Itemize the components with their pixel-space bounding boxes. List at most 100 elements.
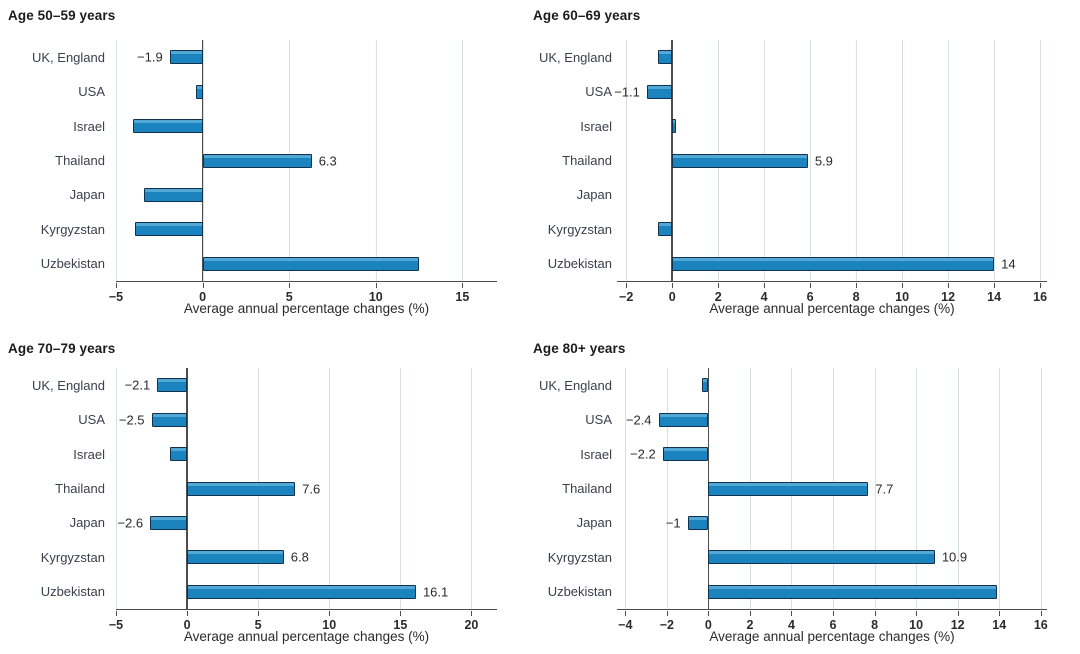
x-axis-tick: [948, 282, 950, 288]
x-axis-tick: [1040, 282, 1042, 288]
value-label-thailand: 5.9: [814, 153, 833, 168]
value-label-usa: −1.1: [614, 84, 640, 100]
gridline: [626, 40, 628, 281]
plot-area: −5 0 5 10 15 20 −2.1 −2.5 7.6 −2.6 6.8 16.1: [109, 368, 497, 632]
value-label-uzbekistan: 14: [1001, 256, 1016, 272]
x-tick-label: 2: [714, 290, 722, 304]
x-axis-tick: [626, 282, 628, 288]
value-label-uk-england: −1.9: [137, 49, 163, 65]
gridline: [625, 368, 627, 609]
x-tick-label: 10: [368, 290, 383, 304]
category-label-japan: Japan: [576, 187, 612, 203]
x-axis-tick: [999, 610, 1001, 616]
category-label-usa: USA: [585, 412, 612, 428]
x-axis-tick: [666, 610, 668, 616]
bar-uzbekistan: [187, 584, 416, 599]
x-tick-label: 5: [254, 618, 262, 632]
x-tick-label: −5: [108, 618, 124, 632]
category-label-uk-england: UK, England: [32, 49, 105, 65]
x-axis-tick: [462, 282, 464, 288]
x-axis-tick: [718, 282, 720, 288]
bar-kyrgyzstan: [135, 222, 203, 237]
gridline: [116, 368, 117, 609]
panel-age-60-69-years: Age 60–69 years UK, England USA Israel Thai…: [533, 0, 1080, 327]
bar-japan: [143, 187, 203, 202]
x-tick-label: −4: [618, 618, 633, 632]
x-tick-label: 0: [704, 618, 712, 632]
x-tick-label: 14: [992, 618, 1007, 632]
value-label-thailand: 7.7: [875, 481, 894, 496]
category-label-kyrgyzstan: Kyrgyzstan: [547, 549, 612, 565]
category-label-thailand: Thailand: [562, 152, 612, 168]
gridline: [462, 40, 464, 281]
category-label-japan: Japan: [69, 515, 105, 531]
category-label-uzbekistan: Uzbekistan: [40, 256, 105, 272]
bar-uzbekistan: [708, 584, 998, 599]
chart-area: UK, England USA Israel Thailand Japan Kyrgyzs…: [8, 368, 497, 632]
category-label-usa: USA: [585, 84, 612, 100]
category-label-uzbekistan: Uzbekistan: [547, 584, 612, 600]
x-tick-label: 20: [464, 618, 479, 632]
x-axis-tick: [187, 610, 189, 616]
x-axis-tick: [116, 282, 117, 288]
category-axis: UK, England USA Israel Thailand Japan Kyrgyzs…: [8, 368, 105, 609]
x-axis-tick: [856, 282, 858, 288]
x-axis-tick: [400, 610, 402, 616]
x-tick-label: 4: [760, 290, 768, 304]
category-axis: UK, England USA Israel Thailand Japan Kyrgyzs…: [533, 368, 612, 609]
gridline: [874, 368, 876, 609]
bar-uk-england: [169, 50, 203, 65]
gridline: [400, 368, 402, 609]
x-tick-label: 16: [1033, 290, 1048, 304]
value-label-japan: −1: [665, 515, 681, 531]
bar-israel: [672, 119, 676, 134]
bar-israel: [170, 447, 188, 462]
category-label-thailand: Thailand: [55, 152, 105, 168]
x-axis-tick: [874, 610, 876, 616]
bar-japan: [687, 515, 709, 530]
gridline: [999, 368, 1001, 609]
category-label-israel: Israel: [73, 446, 105, 462]
category-label-uk-england: UK, England: [32, 377, 105, 393]
chart-area: UK, England USA Israel Thailand Japan Kyrgyzs…: [533, 40, 1047, 304]
x-tick-label: 6: [829, 618, 837, 632]
x-axis-tick: [258, 610, 260, 616]
value-label-uzbekistan: 16.1: [422, 584, 449, 600]
x-tick-label: 8: [871, 618, 879, 632]
x-tick-label: 5: [285, 290, 293, 304]
value-label-usa: −2.4: [625, 412, 652, 428]
panel-age-50-59-years: Age 50–59 years UK, England USA Israel Thai…: [0, 0, 533, 327]
x-axis-tick: [708, 610, 710, 616]
gridline: [856, 40, 858, 281]
x-tick-label: 0: [199, 290, 207, 304]
x-axis-tick: [672, 282, 674, 288]
panel-title: Age 60–69 years: [533, 8, 641, 23]
category-axis: UK, England USA Israel Thailand Japan Kyrgyzs…: [533, 40, 612, 281]
x-axis-tick: [116, 610, 117, 616]
x-tick-label: 8: [852, 290, 860, 304]
category-label-uzbekistan: Uzbekistan: [547, 256, 612, 272]
x-tick-label: −5: [108, 290, 124, 304]
gridline: [957, 368, 959, 609]
x-axis-tick: [329, 610, 331, 616]
bar-usa: [658, 412, 709, 427]
bar-israel: [133, 119, 203, 134]
value-label-kyrgyzstan: 6.8: [290, 549, 309, 565]
bar-uzbekistan: [202, 256, 420, 271]
x-axis-tick: [471, 610, 473, 616]
x-tick-label: −2: [659, 618, 674, 632]
bar-uzbekistan: [672, 256, 995, 271]
x-axis-tick: [625, 610, 627, 616]
gridline: [116, 40, 117, 281]
chart-area: UK, England USA Israel Thailand Japan Kyrgyzs…: [533, 368, 1048, 632]
category-label-israel: Israel: [580, 118, 612, 134]
x-axis-tick: [1040, 610, 1042, 616]
x-tick-label: −2: [619, 290, 634, 304]
category-label-thailand: Thailand: [55, 480, 105, 496]
gridline: [375, 40, 377, 281]
plot-area: −4 −2 0 2 4 6 8 10 12 14 16 −2.4 −2.2 7.7 −1 10.9: [617, 368, 1048, 632]
category-label-japan: Japan: [69, 187, 105, 203]
x-tick-label: 15: [393, 618, 408, 632]
panel-age-70-79-years: Age 70–79 years UK, England USA Israel Thai…: [0, 327, 533, 654]
